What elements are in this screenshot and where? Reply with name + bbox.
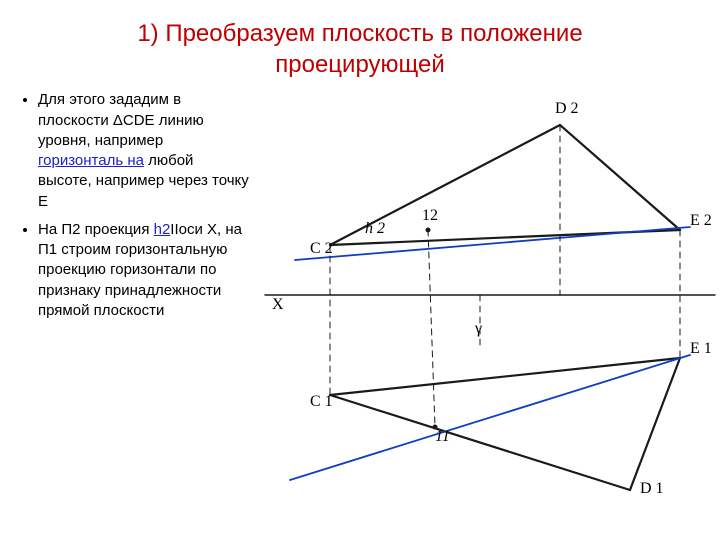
label-11: 11	[435, 428, 450, 446]
label-C1: C 1	[310, 393, 333, 411]
content-row: Для этого зададим в плоскости ΔCDE линию…	[0, 90, 720, 510]
bullet1-text-a: Для этого зададим в плоскости ΔCDE линию…	[38, 91, 204, 149]
label-E1: E 1	[690, 340, 712, 358]
label-D1: D 1	[640, 480, 664, 498]
geometry-svg	[260, 90, 720, 510]
bullet2-text-a: На П2 проекция	[38, 221, 154, 238]
label-C2: C 2	[310, 240, 333, 258]
slide-title: 1) Преобразуем плоскость в положение про…	[0, 0, 720, 80]
label-gamma: γ	[475, 320, 482, 338]
bullet2-accent: h2	[154, 221, 171, 238]
bullet-1: Для этого зададим в плоскости ΔCDE линию…	[38, 90, 250, 212]
bullet-column: Для этого зададим в плоскости ΔCDE линию…	[0, 90, 260, 510]
label-D2: D 2	[555, 100, 579, 118]
label-12: 12	[422, 207, 438, 225]
geometry-figure: D 2 E 2 C 2 h 2 12 X γ E 1 C 1 11 D 1	[260, 90, 720, 510]
label-X: X	[272, 296, 284, 314]
bullet1-accent: горизонталь на	[38, 152, 144, 169]
title-line-2: проецирующей	[275, 51, 445, 78]
label-E2: E 2	[690, 212, 712, 230]
title-line-1: 1) Преобразуем плоскость в положение	[137, 20, 582, 47]
label-h2: h 2	[365, 220, 385, 238]
bullet-2: На П2 проекция h2IIоси X, на П1 строим г…	[38, 220, 250, 321]
